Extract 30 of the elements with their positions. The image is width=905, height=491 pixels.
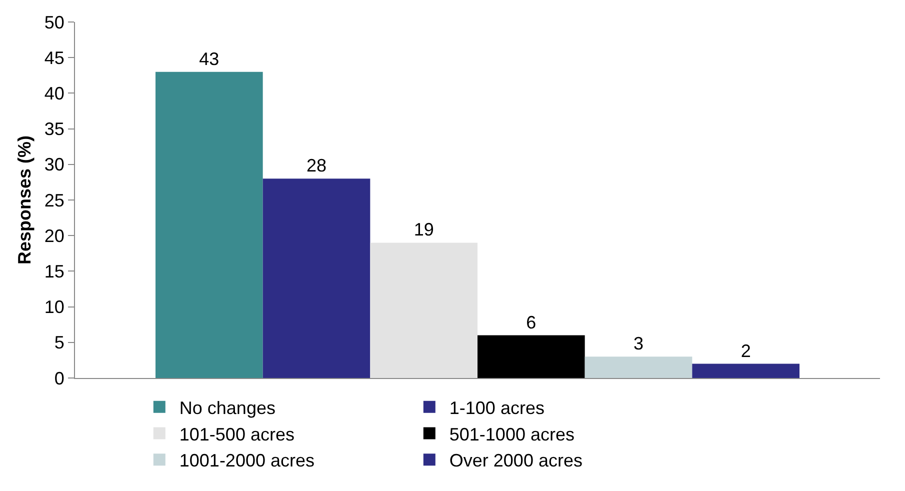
- data-label: 6: [526, 312, 536, 332]
- y-tick-label: 10: [44, 297, 64, 318]
- data-label: 19: [414, 220, 434, 240]
- legend-label: 1001-2000 acres: [179, 450, 315, 471]
- data-label: 28: [306, 156, 327, 176]
- y-tick-label: 20: [44, 226, 64, 246]
- y-tick-label: 30: [44, 154, 64, 175]
- bar: [692, 364, 800, 378]
- y-tick-label: 50: [44, 12, 64, 32]
- data-label: 43: [199, 48, 220, 69]
- bar: [262, 178, 370, 378]
- legend-label: 101-500 acres: [179, 424, 294, 444]
- legend-label: No changes: [179, 398, 276, 418]
- bar: [156, 72, 263, 378]
- bar: [370, 242, 478, 378]
- legend-label: Over 2000 acres: [449, 450, 582, 471]
- y-axis-title: Responses (%): [14, 135, 35, 265]
- legend-label: 1-100 acres: [449, 398, 544, 418]
- y-tick-label: 25: [44, 190, 64, 210]
- y-tick-label: 0: [54, 368, 64, 388]
- data-label: 3: [633, 334, 644, 354]
- bar: [584, 356, 692, 378]
- data-label: 2: [740, 340, 751, 361]
- y-tick-label: 15: [44, 262, 64, 282]
- y-tick-label: 5: [54, 332, 64, 353]
- y-tick-label: 40: [44, 84, 64, 104]
- y-tick-label: 45: [44, 48, 64, 68]
- legend-label: 501-1000 acres: [449, 424, 574, 444]
- bar: [478, 335, 585, 378]
- y-tick-label: 35: [44, 119, 64, 140]
